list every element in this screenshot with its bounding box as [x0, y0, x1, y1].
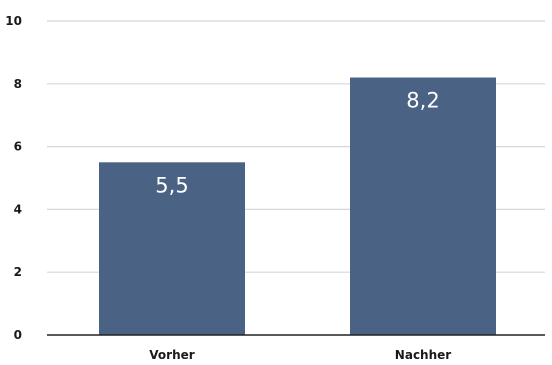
- x-axis-category-labels: Vorher Nachher: [149, 348, 451, 362]
- x-category-label: Vorher: [149, 348, 194, 362]
- y-tick-label: 10: [5, 14, 22, 28]
- y-tick-label: 6: [14, 140, 22, 154]
- bar: [350, 77, 496, 336]
- y-tick-label: 4: [14, 202, 22, 216]
- bar-value-label: 5,5: [155, 173, 188, 197]
- y-tick-label: 8: [14, 77, 22, 91]
- bar-value-label: 8,2: [406, 89, 439, 113]
- bars: [99, 77, 496, 336]
- bar-data-labels: 5,5 8,2: [155, 89, 439, 198]
- y-tick-label: 2: [14, 265, 22, 279]
- y-tick-label: 0: [14, 328, 22, 342]
- x-category-label: Nachher: [395, 348, 451, 362]
- y-axis-tick-labels: 0 2 4 6 8 10: [5, 14, 22, 342]
- bar: [99, 162, 245, 335]
